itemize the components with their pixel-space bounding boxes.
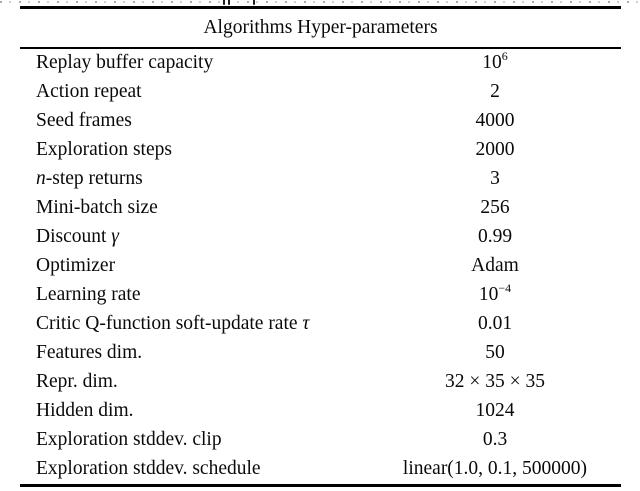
param-value: linear(1.0, 0.1, 500000)	[369, 458, 621, 480]
param-value-text: linear(1.0, 0.1, 500000)	[402, 458, 588, 479]
param-name: Hidden dim.	[20, 400, 369, 422]
param-value: 4000	[369, 110, 621, 132]
param-value-text: 0.3	[482, 429, 508, 450]
param-label-text: Seed frames	[36, 110, 132, 131]
param-value: 0.3	[369, 429, 621, 451]
param-label-text: Replay buffer capacity	[36, 52, 214, 73]
param-label-text: Optimizer	[36, 255, 116, 276]
param-label-text: -step returns	[45, 168, 143, 189]
param-value-text: 10	[482, 52, 502, 73]
table-row: Exploration stddev. clip 0.3	[20, 426, 621, 455]
table-row: Hidden dim. 1024	[20, 397, 621, 426]
param-value-text: 1024	[475, 400, 515, 421]
table-row: n-step returns 3	[20, 165, 621, 194]
table-bottom-rule	[20, 483, 621, 487]
param-value: 1024	[369, 400, 621, 422]
param-name: Critic Q-function soft-update rate τ	[20, 313, 369, 335]
table-row: Replay buffer capacity 106	[20, 49, 621, 78]
param-label-text: Features dim.	[36, 342, 143, 363]
table-body: Replay buffer capacity 106 Action repeat…	[20, 49, 621, 484]
param-value-text: 10	[478, 284, 499, 305]
param-value-text: 32 × 35 × 35	[445, 371, 545, 392]
param-label-text: Hidden dim.	[36, 400, 134, 421]
param-label-text: Critic Q-function soft-update rate	[36, 313, 303, 334]
table-row: Optimizer Adam	[20, 252, 621, 281]
param-label-text: Exploration steps	[36, 139, 172, 160]
table-row: Exploration stddev. schedule linear(1.0,…	[20, 455, 621, 484]
param-math-symbol: τ	[302, 313, 310, 334]
param-value: 10−4	[369, 280, 621, 306]
param-label-text: Exploration stddev. clip	[36, 429, 222, 450]
table-row: Learning rate 10−4	[20, 281, 621, 310]
param-name: Exploration stddev. schedule	[20, 458, 369, 480]
param-value: 50	[369, 342, 621, 364]
param-label-text: Repr. dim.	[36, 371, 118, 392]
param-name: Discount γ	[20, 226, 369, 248]
table-row: Seed frames 4000	[20, 107, 621, 136]
param-value: 256	[369, 197, 621, 219]
table-row: Action repeat 2	[20, 78, 621, 107]
table-row: Exploration steps 2000	[20, 136, 621, 165]
param-value: 2	[369, 81, 621, 103]
table-top-rule	[20, 6, 621, 9]
param-math-symbol: n	[36, 168, 46, 189]
param-value-text: 0.99	[477, 226, 513, 247]
param-value: 2000	[369, 139, 621, 161]
param-value-superscript: 6	[501, 48, 508, 63]
param-label-text: Action repeat	[36, 81, 142, 102]
param-math-symbol: γ	[111, 226, 119, 247]
hyperparameters-table: Algorithms Hyper-parameters Replay buffe…	[20, 6, 621, 487]
param-value-text: 3	[490, 168, 500, 189]
clipped-caption-descender	[223, 0, 225, 5]
param-value: 3	[369, 168, 621, 190]
param-name: Mini-batch size	[20, 197, 369, 219]
clipped-caption-descender	[228, 0, 230, 5]
param-value: 106	[369, 48, 621, 74]
param-name: Repr. dim.	[20, 371, 369, 393]
clipped-caption-descender	[253, 0, 255, 5]
param-value-text: 0.01	[477, 313, 513, 334]
table-row: Discount γ 0.99	[20, 223, 621, 252]
param-label-text: Exploration stddev. schedule	[36, 458, 261, 479]
param-name: Action repeat	[20, 81, 369, 103]
table-row: Critic Q-function soft-update rate τ 0.0…	[20, 310, 621, 339]
param-value-superscript: −4	[498, 280, 512, 295]
param-value-text: 256	[480, 197, 510, 218]
param-value-text: 4000	[475, 110, 515, 131]
table-row: Mini-batch size 256	[20, 194, 621, 223]
param-value-text: 2	[490, 81, 500, 102]
param-value: 32 × 35 × 35	[369, 371, 621, 393]
param-value: 0.99	[369, 226, 621, 248]
param-label-text: Discount	[36, 226, 112, 247]
param-name: n-step returns	[20, 168, 369, 190]
param-value-text: 50	[485, 342, 505, 363]
param-label-text: Mini-batch size	[36, 197, 158, 218]
param-name: Seed frames	[20, 110, 369, 132]
param-name: Exploration stddev. clip	[20, 429, 369, 451]
param-value: 0.01	[369, 313, 621, 335]
param-name: Replay buffer capacity	[20, 52, 369, 74]
param-value-text: 2000	[475, 139, 515, 160]
table-row: Repr. dim. 32 × 35 × 35	[20, 368, 621, 397]
param-name: Exploration steps	[20, 139, 369, 161]
table-header-rule	[20, 47, 621, 49]
table-row: Features dim. 50	[20, 339, 621, 368]
param-value-text: Adam	[471, 255, 519, 276]
clipped-caption-artifact	[0, 1, 640, 3]
param-name: Learning rate	[20, 284, 369, 306]
param-name: Optimizer	[20, 255, 369, 277]
table-title: Algorithms Hyper-parameters	[203, 17, 438, 38]
param-value: Adam	[369, 255, 621, 277]
param-name: Features dim.	[20, 342, 369, 364]
param-label-text: Learning rate	[36, 284, 141, 305]
